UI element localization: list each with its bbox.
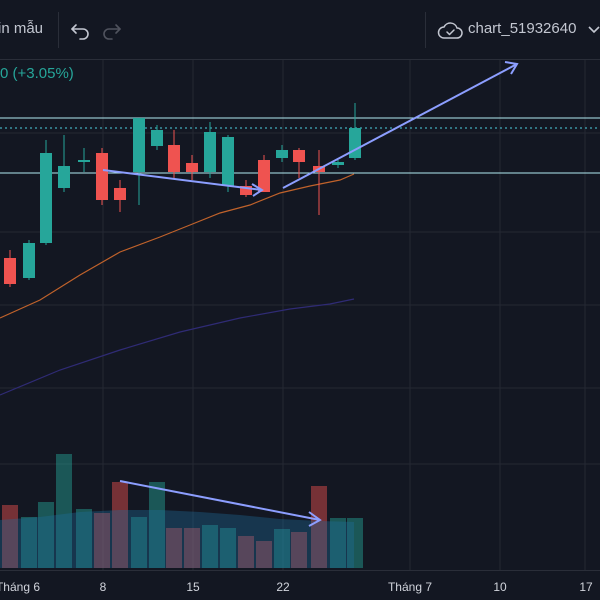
axis-tick: Tháng 7 <box>387 580 433 594</box>
volume-bar <box>202 525 218 568</box>
axis-tick: 8 <box>99 580 107 594</box>
axis-tick: 15 <box>186 580 200 594</box>
grid <box>0 60 600 570</box>
chart-name: chart_51932640 <box>468 20 577 37</box>
candle-body <box>349 128 361 158</box>
volume-bar <box>131 517 147 568</box>
template-button[interactable]: in mẫu <box>0 20 44 37</box>
price-chart[interactable] <box>0 60 600 570</box>
top-toolbar: in mẫu chart_51932640 <box>0 0 600 60</box>
trend-arrows <box>102 61 519 527</box>
candle[interactable] <box>293 148 305 178</box>
candle-body <box>78 160 90 162</box>
candle[interactable] <box>222 135 234 192</box>
candle[interactable] <box>133 118 145 205</box>
candle[interactable] <box>258 155 270 192</box>
arrow-head-icon <box>251 183 264 197</box>
volume-bar <box>256 541 272 568</box>
volume-bar <box>2 505 18 568</box>
arrow-head-icon <box>308 511 322 527</box>
volume-bar <box>274 529 290 568</box>
candle[interactable] <box>186 155 198 180</box>
candle-body <box>58 166 70 188</box>
volume-bar <box>38 502 54 568</box>
candle-body <box>114 188 126 200</box>
candle-body <box>258 160 270 192</box>
downtrend-arrow[interactable] <box>102 169 263 191</box>
candle-body <box>293 150 305 162</box>
time-axis[interactable]: Tháng 6 8 15 22 Tháng 7 10 17 <box>0 570 600 600</box>
toolbar-divider <box>425 12 426 48</box>
axis-tick: 10 <box>493 580 507 594</box>
candle[interactable] <box>204 122 216 178</box>
cloud-icon <box>437 22 463 39</box>
volume-bar <box>220 528 236 568</box>
candle-body <box>96 153 108 200</box>
candle-body <box>4 258 16 284</box>
volume-bars <box>0 454 363 568</box>
volume-bar <box>238 536 254 568</box>
volume-bar <box>56 454 72 568</box>
candle[interactable] <box>151 125 163 150</box>
volume-bar <box>291 532 307 568</box>
candle[interactable] <box>4 250 16 287</box>
chevron-down-icon[interactable] <box>588 25 600 35</box>
axis-tick: 22 <box>276 580 290 594</box>
volume-bar <box>76 509 92 568</box>
candle[interactable] <box>168 130 180 178</box>
candle-body <box>133 118 145 172</box>
undo-icon[interactable] <box>68 18 92 42</box>
volume-bar <box>166 528 182 568</box>
price-change-legend: 0 (+3.05%) <box>0 65 74 82</box>
candle-body <box>40 153 52 243</box>
redo-icon[interactable] <box>100 18 124 42</box>
chart-name-button[interactable]: chart_51932640 <box>434 16 600 44</box>
volume-bar <box>330 518 346 568</box>
candle[interactable] <box>40 140 52 245</box>
candle[interactable] <box>96 148 108 205</box>
candle-body <box>151 130 163 146</box>
candle-body <box>23 243 35 278</box>
volume-ma-area <box>0 510 354 568</box>
candle[interactable] <box>78 148 90 172</box>
axis-tick: 17 <box>579 580 593 594</box>
volume-bar <box>21 517 37 568</box>
candle-body <box>222 137 234 186</box>
uptrend-arrow[interactable] <box>282 63 518 189</box>
candle-body <box>240 186 252 195</box>
arrow-head-icon <box>504 61 519 75</box>
volume-bar <box>311 486 327 568</box>
volume-trend-arrow[interactable] <box>119 480 321 521</box>
volume-bar <box>347 518 363 568</box>
candle-body <box>204 132 216 172</box>
candle[interactable] <box>332 160 344 168</box>
candle-body <box>186 163 198 172</box>
ma-slow-line <box>0 298 355 396</box>
candle-body <box>332 162 344 165</box>
candle[interactable] <box>58 135 70 192</box>
candle-body <box>168 145 180 172</box>
ma-fast-line <box>0 173 355 319</box>
candles <box>4 103 361 287</box>
volume-bar <box>184 528 200 568</box>
candle-body <box>276 150 288 158</box>
candle[interactable] <box>276 145 288 162</box>
candle[interactable] <box>114 180 126 212</box>
axis-tick: Tháng 6 <box>0 580 41 594</box>
volume-bar <box>149 482 165 568</box>
candle[interactable] <box>23 240 35 280</box>
volume-bar <box>94 513 110 568</box>
volume-bar <box>112 482 128 568</box>
toolbar-divider <box>58 12 59 48</box>
candle[interactable] <box>313 150 325 215</box>
